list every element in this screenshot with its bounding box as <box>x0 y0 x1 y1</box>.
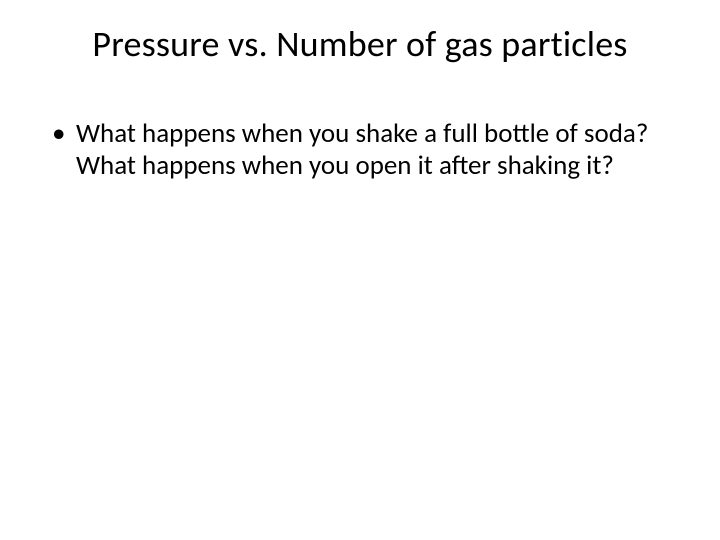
bullet-marker: • <box>48 118 76 150</box>
slide-body: • What happens when you shake a full bot… <box>48 118 672 182</box>
slide-title: Pressure vs. Number of gas particles <box>0 22 720 66</box>
bullet-text: What happens when you shake a full bottl… <box>76 118 672 182</box>
bullet-item: • What happens when you shake a full bot… <box>48 118 672 182</box>
slide: Pressure vs. Number of gas particles • W… <box>0 0 720 540</box>
